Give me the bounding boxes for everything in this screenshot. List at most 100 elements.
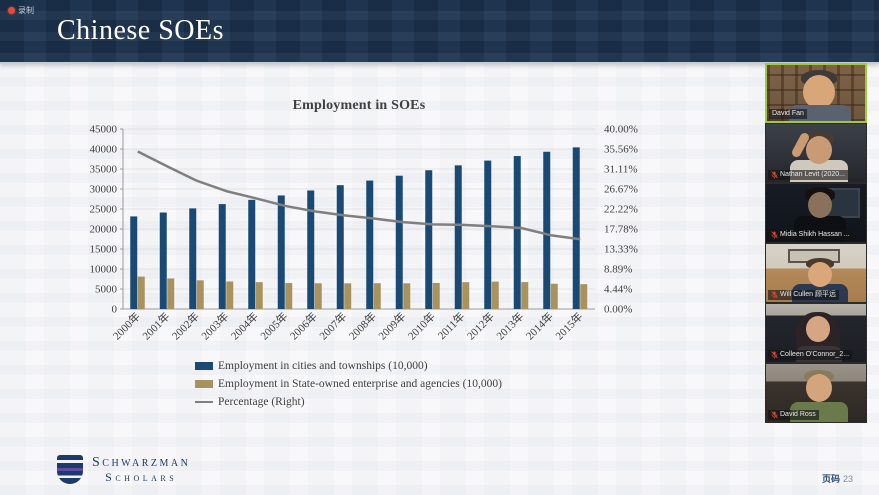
bar-soe xyxy=(521,282,529,309)
right-axis-tick-label: 26.67% xyxy=(604,184,638,196)
right-axis-tick-label: 31.11% xyxy=(604,164,638,176)
bar-cities xyxy=(336,185,344,309)
bar-cities xyxy=(189,208,197,309)
left-axis-tick-label: 35000 xyxy=(90,164,118,176)
mic-muted-icon xyxy=(771,170,778,179)
mic-muted-icon xyxy=(771,350,778,359)
bar-soe xyxy=(226,281,234,309)
participant-figure xyxy=(806,316,830,342)
left-axis-tick-label: 40000 xyxy=(90,144,118,156)
participant-name: David Ross xyxy=(780,410,816,418)
participant-name-tag: David Fan xyxy=(769,108,807,119)
x-axis-tick-label: 2008年 xyxy=(346,309,379,342)
bar-soe xyxy=(432,282,440,309)
bar-cities xyxy=(395,175,403,309)
participant-name: Colleen O'Connor_2... xyxy=(780,350,850,358)
participant-figure xyxy=(806,374,832,402)
video-thumbnail-david-fan[interactable]: David Fan xyxy=(765,63,867,123)
legend-swatch-tan-bar xyxy=(195,380,213,388)
chart: Employment in SOEs 0 0.00% 5000 4.44% 10000 8… xyxy=(85,98,641,408)
participant-name: Nathan Levit (2020... xyxy=(780,170,845,178)
x-axis-tick-label: 2005年 xyxy=(257,309,290,342)
schwarzman-scholars-logo: Schwarzman Scholars xyxy=(57,455,190,485)
bar-soe xyxy=(373,283,381,309)
legend-item-cities: Employment in cities and townships (10,0… xyxy=(195,360,641,372)
participant-figure xyxy=(803,75,835,109)
bar-soe xyxy=(462,282,470,309)
video-thumbnail-colleen-oconnor[interactable]: Colleen O'Connor_2... xyxy=(765,303,867,363)
x-axis-tick-label: 2014年 xyxy=(523,309,556,342)
bar-soe xyxy=(196,280,204,309)
video-thumbnail-will-cullen[interactable]: Will Cullen 顾平远 xyxy=(765,243,867,303)
legend-item-soe: Employment in State-owned enterprise and… xyxy=(195,378,641,390)
video-thumbnail-midia-shikh-hassan[interactable]: Midia Shikh Hassan ... xyxy=(765,183,867,243)
page-indicator: 页码 23 xyxy=(822,472,853,485)
bar-soe xyxy=(255,282,263,309)
bar-soe xyxy=(580,284,588,309)
x-axis-tick-label: 2011年 xyxy=(434,309,467,342)
x-axis-tick-label: 2004年 xyxy=(228,309,261,342)
left-axis-tick-label: 30000 xyxy=(90,184,118,196)
bar-cities xyxy=(248,199,256,309)
bar-soe xyxy=(550,283,558,309)
left-axis-tick-label: 25000 xyxy=(90,204,118,216)
legend-item-percentage: Percentage (Right) xyxy=(195,396,641,408)
participant-name-tag: Will Cullen 顾平远 xyxy=(768,289,840,300)
recording-label: 录制 xyxy=(18,6,34,15)
bar-cities xyxy=(543,151,551,309)
left-axis-tick-label: 20000 xyxy=(90,224,118,236)
legend-label: Employment in cities and townships (10,0… xyxy=(218,360,428,372)
participant-video-strip: David Fan Nathan Levit (2020... Midia Sh… xyxy=(765,63,867,423)
chart-plot-area: 0 0.00% 5000 4.44% 10000 8.89% 15000 13.33% 2000… xyxy=(90,124,638,343)
bar-soe xyxy=(344,283,352,309)
bar-soe xyxy=(285,283,293,309)
video-thumbnail-nathan-levit[interactable]: Nathan Levit (2020... xyxy=(765,123,867,183)
bar-soe xyxy=(314,283,322,309)
left-axis-tick-label: 10000 xyxy=(90,264,118,276)
left-axis-tick-label: 5000 xyxy=(95,284,118,296)
slide-header-band: Chinese SOEs xyxy=(0,0,879,64)
legend-swatch-gray-line xyxy=(195,400,213,404)
slide-title: Chinese SOEs xyxy=(57,15,224,46)
chart-title: Employment in SOEs xyxy=(292,98,426,113)
x-axis-tick-label: 2013年 xyxy=(493,309,526,342)
participant-name: Will Cullen 顾平远 xyxy=(780,290,837,298)
bar-cities xyxy=(159,212,167,309)
x-axis-tick-label: 2003年 xyxy=(198,309,231,342)
x-axis-tick-label: 2006年 xyxy=(287,309,320,342)
participant-name: Midia Shikh Hassan ... xyxy=(780,230,850,238)
right-axis-tick-label: 40.00% xyxy=(604,124,638,136)
x-axis-tick-label: 2002年 xyxy=(169,309,202,342)
percentage-line xyxy=(137,150,581,241)
bar-soe xyxy=(403,283,411,309)
right-axis-tick-label: 35.56% xyxy=(604,144,638,156)
logo-line1: Schwarzman xyxy=(92,455,191,470)
right-axis-tick-label: 22.22% xyxy=(604,204,638,216)
right-axis-tick-label: 17.78% xyxy=(604,224,638,236)
bar-cities xyxy=(484,160,492,309)
x-axis-tick-label: 2001年 xyxy=(139,309,172,342)
right-axis-tick-label: 4.44% xyxy=(604,284,632,296)
legend-swatch-blue-bar xyxy=(195,362,213,370)
bar-cities xyxy=(130,216,138,309)
x-axis-tick-label: 2015年 xyxy=(552,309,585,342)
left-axis-tick-label: 0 xyxy=(112,304,118,316)
mic-muted-icon xyxy=(771,230,778,239)
participant-figure xyxy=(806,136,832,164)
participant-name-tag: David Ross xyxy=(768,409,819,420)
page-number: 23 xyxy=(842,473,853,484)
left-axis-tick-label: 45000 xyxy=(90,124,118,136)
bar-soe xyxy=(137,276,145,309)
right-axis-tick-label: 0.00% xyxy=(604,304,632,316)
bar-soe xyxy=(491,281,499,309)
x-axis-tick-label: 2010年 xyxy=(405,309,438,342)
page-indicator-label: 页码 xyxy=(821,474,840,484)
x-axis-tick-label: 2007年 xyxy=(316,309,349,342)
shield-logo-icon xyxy=(57,455,83,485)
video-thumbnail-david-ross[interactable]: David Ross xyxy=(765,363,867,423)
bar-cities xyxy=(277,195,285,309)
recording-dot-icon xyxy=(8,7,15,14)
x-axis-tick-label: 2009年 xyxy=(375,309,408,342)
bar-soe xyxy=(167,278,175,309)
